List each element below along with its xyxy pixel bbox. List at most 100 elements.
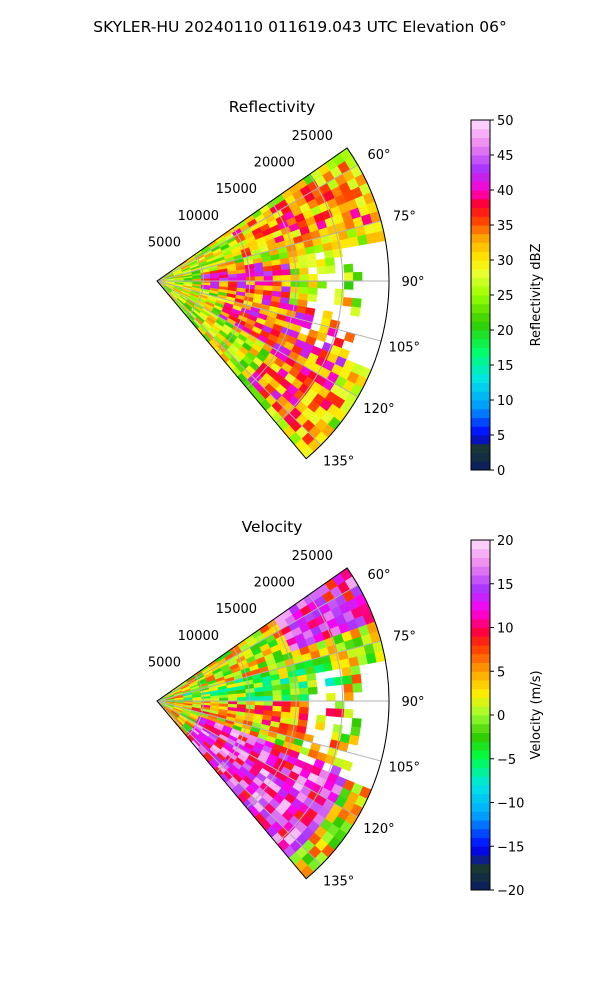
colorbar-segment [471, 216, 490, 226]
colorbar-tick-label: 40 [497, 184, 514, 199]
azimuth-tick-label: 60° [367, 148, 390, 163]
colorbar-tick-label: 20 [497, 324, 514, 339]
colorbar-segment [471, 391, 490, 401]
colorbar-segment [471, 627, 490, 637]
colorbar-segment [471, 750, 490, 760]
colorbar-segment [471, 566, 490, 576]
colorbar-segment [471, 242, 490, 252]
data-cell [272, 689, 283, 697]
colorbar-segment [471, 802, 490, 812]
data-cell [254, 691, 265, 697]
radial-tick-label: 25000 [292, 549, 333, 564]
colorbar-segment [471, 863, 490, 873]
range-ring [216, 227, 251, 353]
colorbar-tick-label: 10 [497, 622, 514, 637]
colorbar-tick-label: 45 [497, 149, 514, 164]
data-cell [281, 280, 292, 288]
colorbar-segment [471, 137, 490, 147]
data-cell [289, 262, 300, 270]
data-cell [316, 714, 327, 724]
data-cell [325, 708, 336, 717]
data-cell [254, 276, 265, 282]
data-cell [237, 700, 247, 706]
colorbar-segment [471, 776, 490, 786]
data-cell [342, 675, 353, 685]
colorbar-segment [471, 741, 490, 751]
azimuth-gridline [156, 700, 359, 818]
data-cell [254, 700, 265, 706]
colorbar-segment [471, 697, 490, 707]
colorbar-tick-label: 20 [497, 534, 514, 549]
data-cell [290, 280, 300, 288]
data-cell [351, 297, 362, 309]
data-cell [263, 700, 274, 707]
data-cell [280, 263, 291, 271]
radial-tick-label: 20000 [254, 576, 295, 591]
data-cell [262, 265, 273, 272]
data-cell [323, 249, 335, 260]
data-cell [271, 264, 282, 272]
data-cell [351, 673, 362, 685]
data-cell [281, 706, 291, 713]
data-cell [308, 280, 318, 289]
colorbar-segment [471, 146, 490, 156]
data-cell [254, 280, 265, 286]
colorbar-segment [471, 408, 490, 418]
colorbar-segment [471, 312, 490, 322]
colorbar-segment [471, 706, 490, 716]
colorbar-segment [471, 592, 490, 602]
data-cell [237, 280, 247, 286]
data-cell [344, 272, 354, 282]
colorbar-segment [471, 443, 490, 453]
data-cell [263, 275, 274, 282]
colorbar-segment [471, 190, 490, 200]
colorbar-segment [471, 365, 490, 375]
azimuth-gridline [156, 164, 359, 282]
colorbar-tick-label: 35 [497, 219, 514, 234]
radial-tick-label: 10000 [178, 209, 219, 224]
colorbar-segment [471, 172, 490, 182]
colorbar-tick-label: 10 [497, 394, 514, 409]
data-cell [352, 271, 363, 282]
colorbar-segment [471, 303, 490, 313]
azimuth-gridline [156, 280, 359, 398]
colorbar-tick-label: 30 [497, 254, 514, 269]
colorbar-segment [471, 732, 490, 742]
data-cell [290, 274, 300, 282]
colorbar-segment [471, 198, 490, 208]
panel-title: Reflectivity [229, 98, 316, 116]
data-cell [281, 269, 291, 276]
colorbar-segment [471, 645, 490, 655]
data-cell [344, 692, 354, 702]
data-cell [245, 280, 256, 286]
data-cell [324, 677, 336, 687]
colorbar-segment [471, 330, 490, 340]
data-cell [344, 280, 354, 290]
range-ring [246, 620, 297, 809]
colorbar-segment [471, 557, 490, 567]
colorbar-tick-label: −10 [497, 797, 524, 812]
azimuth-tick-label: 120° [363, 822, 394, 837]
colorbar-segment [471, 435, 490, 445]
colorbar-segment [471, 820, 490, 830]
range-ring [275, 594, 344, 844]
data-cell [271, 684, 282, 692]
colorbar-tick-label: 0 [497, 709, 505, 724]
data-cell [290, 694, 300, 702]
azimuth-gridline [156, 584, 359, 702]
colorbar-segment [471, 785, 490, 795]
colorbar-segment [471, 233, 490, 243]
data-cell [290, 268, 300, 276]
data-cell [245, 700, 256, 706]
data-cell [245, 276, 256, 282]
colorbar-segment [471, 128, 490, 138]
data-cell [351, 717, 362, 729]
radial-tick-label: 15000 [216, 182, 257, 197]
colorbar-tick-label: 50 [497, 114, 514, 129]
colorbar-tick-label: 15 [497, 359, 514, 374]
data-cell [262, 685, 273, 692]
azimuth-tick-label: 120° [363, 402, 394, 417]
colorbar-segment [471, 356, 490, 366]
colorbar-segment [471, 286, 490, 296]
